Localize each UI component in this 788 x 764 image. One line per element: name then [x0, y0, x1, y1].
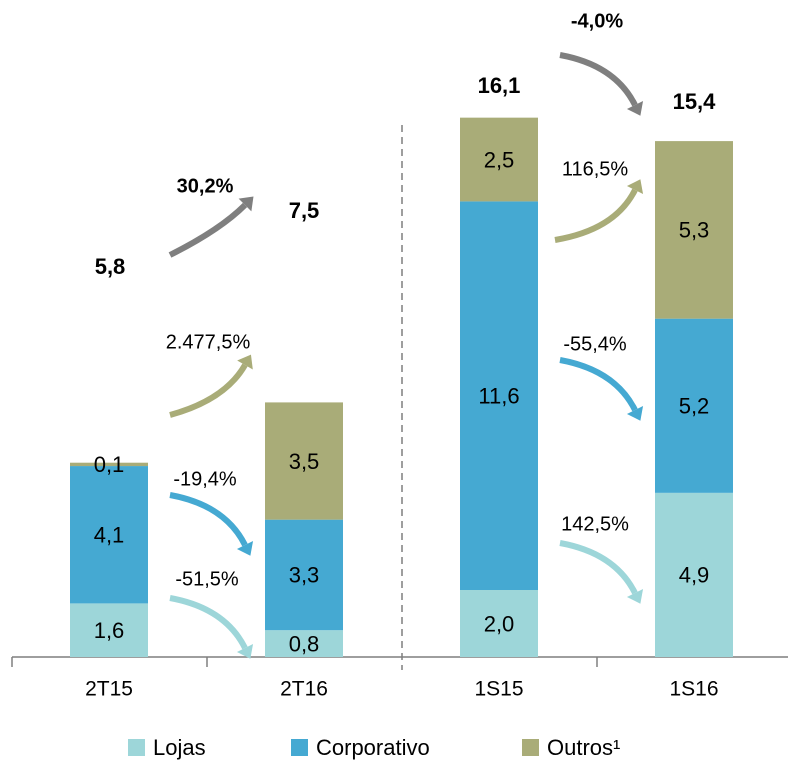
- arrow-head: [236, 643, 254, 659]
- legend-label: Outros¹: [547, 735, 620, 760]
- change-arrow: [169, 363, 248, 418]
- bar-segment: [460, 201, 538, 590]
- segment-label: 1,6: [94, 618, 125, 643]
- total-label: 7,5: [289, 198, 320, 223]
- total-label: 16,1: [478, 73, 521, 98]
- segment-label: 4,1: [94, 523, 125, 548]
- segment-label: 5,2: [679, 394, 710, 419]
- change-arrow: [168, 202, 248, 258]
- segment-label: 11,6: [478, 384, 519, 409]
- arrow-head: [626, 100, 644, 116]
- segment-label: 4,9: [679, 563, 710, 588]
- bar-segment: [265, 402, 343, 520]
- change-label: -51,5%: [175, 568, 239, 590]
- bar-segment: [460, 590, 538, 657]
- arrow-head: [626, 588, 644, 604]
- bar-segment: [265, 519, 343, 631]
- legend-label: Corporativo: [316, 735, 430, 760]
- change-label: 142,5%: [561, 513, 629, 535]
- change-arrow: [559, 357, 638, 412]
- change-arrow: [169, 595, 248, 650]
- legend-swatch: [128, 739, 145, 756]
- segment-label: 2,0: [484, 611, 515, 636]
- arrow-head: [238, 196, 254, 212]
- arrow-head: [626, 405, 644, 421]
- x-tick-label: 1S15: [474, 678, 523, 701]
- arrow-head: [626, 179, 644, 195]
- bar-segment: [70, 603, 148, 657]
- change-label: -19,4%: [173, 468, 237, 490]
- change-arrow: [559, 52, 638, 107]
- segment-label: 3,5: [289, 449, 320, 474]
- bar-segment: [655, 318, 733, 493]
- bar-segment: [70, 462, 148, 467]
- change-arrow: [169, 492, 248, 547]
- arrow-head: [236, 540, 254, 556]
- bar-segment: [70, 466, 148, 604]
- x-tick-label: 1S16: [669, 678, 718, 701]
- bar-segment: [460, 117, 538, 202]
- segment-label: 2,5: [484, 147, 515, 172]
- change-label: 116,5%: [562, 158, 629, 180]
- x-tick-label: 2T16: [280, 678, 328, 701]
- legend-label: Lojas: [153, 735, 206, 760]
- bar-segment: [655, 141, 733, 319]
- total-label: 5,8: [95, 254, 126, 279]
- legend-swatch: [291, 739, 308, 756]
- change-label: 30,2%: [177, 175, 234, 197]
- legend-swatch: [522, 739, 539, 756]
- change-label: -4,0%: [571, 10, 623, 32]
- segment-label: 0,1: [94, 452, 125, 477]
- segment-label: 3,3: [289, 563, 320, 588]
- change-label: 2.477,5%: [166, 331, 251, 353]
- bar-segment: [265, 630, 343, 657]
- change-arrow: [559, 540, 638, 595]
- bar-segment: [655, 492, 733, 657]
- arrow-head: [237, 354, 253, 370]
- change-arrow: [554, 188, 638, 243]
- change-label: -55,4%: [563, 333, 627, 355]
- segment-label: 0,8: [289, 631, 320, 656]
- x-tick-label: 2T15: [85, 678, 133, 701]
- segment-label: 5,3: [679, 218, 710, 243]
- total-label: 15,4: [673, 89, 717, 114]
